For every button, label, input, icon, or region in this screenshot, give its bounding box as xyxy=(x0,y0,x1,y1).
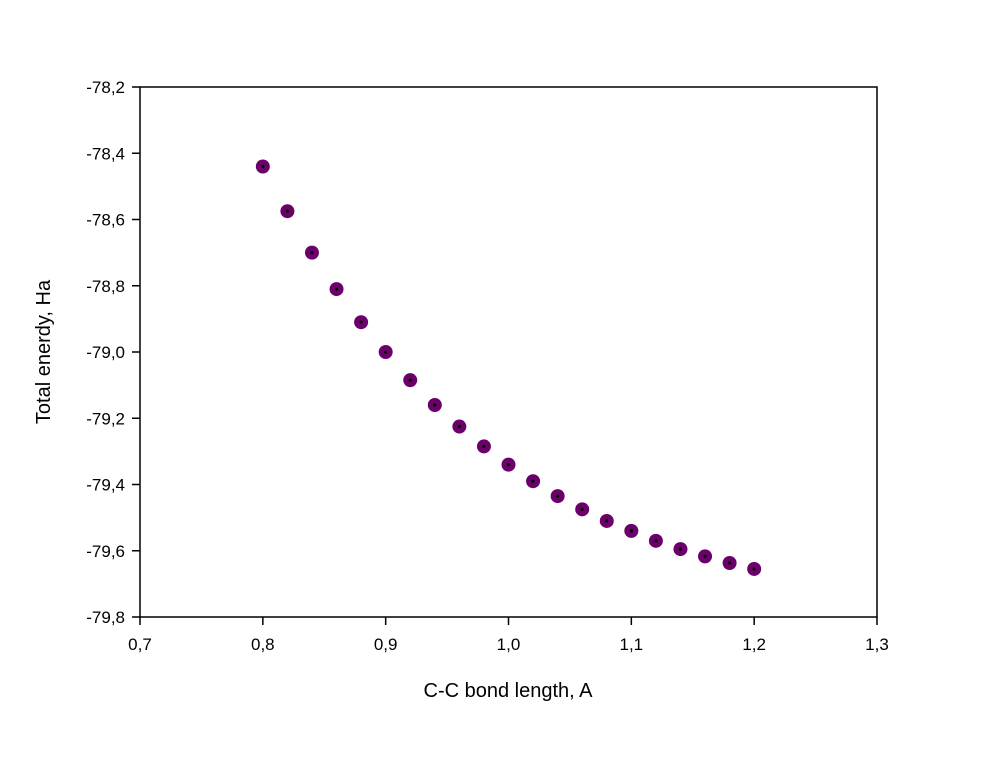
data-point xyxy=(354,315,369,330)
data-point xyxy=(329,282,344,297)
data-point-center xyxy=(310,251,314,255)
data-point xyxy=(673,542,688,557)
data-point xyxy=(452,419,467,434)
data-point-center xyxy=(457,424,461,429)
y-tick-label: -78,8 xyxy=(86,277,125,296)
data-point xyxy=(501,457,516,472)
y-tick-label: -78,2 xyxy=(86,78,125,97)
data-point-center xyxy=(605,519,609,523)
plot-frame xyxy=(139,86,878,618)
y-tick-label: -79,8 xyxy=(86,608,125,627)
data-point xyxy=(575,502,590,517)
x-axis-title: C-C bond length, A xyxy=(424,680,594,702)
data-point xyxy=(255,159,270,174)
data-point-center xyxy=(261,164,265,169)
x-tick-label: 0,8 xyxy=(251,635,275,654)
data-point-center xyxy=(752,567,756,571)
data-point-center xyxy=(408,378,412,382)
data-point-center xyxy=(703,554,707,558)
data-point-center xyxy=(556,494,560,498)
x-tick-label: 0,7 xyxy=(128,635,152,654)
y-axis-title: Total enerdy, Ha xyxy=(33,279,55,424)
y-tick-label: -79,4 xyxy=(86,476,125,495)
data-point xyxy=(722,556,737,571)
data-point-center xyxy=(384,350,388,354)
data-point xyxy=(280,204,295,219)
data-point-center xyxy=(629,529,633,533)
x-tick-label: 1,2 xyxy=(742,635,766,654)
y-tick-label: -79,2 xyxy=(86,409,125,428)
x-axis-ticks: 0,7 0,8 0,9 1,0 1,1 1,2 1,3 xyxy=(128,617,889,654)
data-point-center xyxy=(580,507,584,511)
y-tick-label: -78,4 xyxy=(86,144,125,163)
y-tick-label: -78,6 xyxy=(86,211,125,230)
x-tick-label: 1,1 xyxy=(620,635,644,654)
data-point-center xyxy=(433,403,437,407)
y-axis-ticks: -78,2 -78,4 -78,6 -78,8 -79,0 -79,2 -79,4 -79,6… xyxy=(86,78,140,627)
x-tick-label: 1,0 xyxy=(497,635,521,654)
data-point xyxy=(403,373,418,388)
data-point xyxy=(550,489,565,504)
data-point-center xyxy=(334,287,339,291)
data-point-center xyxy=(678,547,683,551)
data-point-center xyxy=(531,479,535,483)
data-point xyxy=(599,513,614,528)
data-point xyxy=(698,549,713,564)
data-point xyxy=(648,533,663,548)
data-point xyxy=(747,561,762,576)
data-point xyxy=(476,439,491,454)
data-point xyxy=(624,523,639,538)
data-point xyxy=(427,398,442,412)
data-point-center xyxy=(285,209,289,213)
data-point-center xyxy=(359,320,363,324)
data-point xyxy=(526,474,541,489)
y-tick-label: -79,0 xyxy=(86,343,125,362)
data-point-center xyxy=(654,539,658,543)
data-point-center xyxy=(506,463,511,467)
data-points xyxy=(255,159,762,576)
data-point xyxy=(304,245,319,260)
data-point-center xyxy=(482,444,486,449)
x-tick-label: 0,9 xyxy=(374,635,398,654)
data-point-center xyxy=(728,561,732,565)
x-tick-label: 1,3 xyxy=(865,635,889,654)
y-tick-label: -79,6 xyxy=(86,542,125,561)
data-point xyxy=(378,345,393,359)
